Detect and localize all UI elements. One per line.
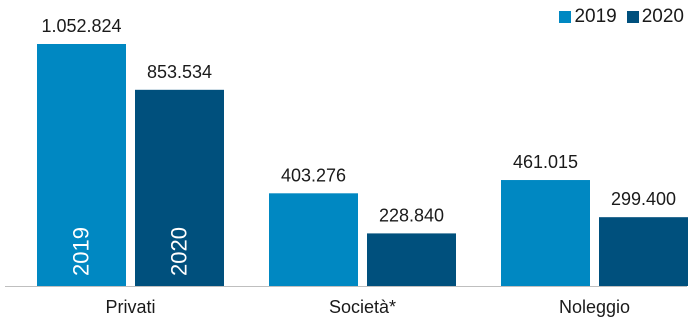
- legend-item-2020: 2020: [626, 6, 684, 28]
- bar-inner-label-2019: 2019: [69, 227, 94, 276]
- legend-label-2019: 2019: [574, 6, 617, 27]
- value-label-2019-0: 1.052.824: [41, 16, 121, 36]
- bar-2020-1: [367, 233, 456, 286]
- category-label-1: Società*: [329, 297, 396, 317]
- legend-swatch-2020: [626, 11, 639, 23]
- bar-2019-0: [37, 44, 126, 286]
- category-label-0: Privati: [105, 297, 155, 317]
- bar-2019-1: [269, 193, 358, 286]
- value-label-2019-1: 403.276: [281, 165, 346, 185]
- value-label-2020-2: 299.400: [611, 189, 676, 209]
- bar-2020-2: [599, 217, 688, 286]
- value-label-2019-2: 461.015: [513, 152, 578, 172]
- category-label-2: Noleggio: [559, 297, 630, 317]
- legend-item-2019: 2019: [559, 6, 617, 28]
- value-label-2020-0: 853.534: [147, 62, 212, 82]
- bar-2020-0: [135, 89, 224, 286]
- bar-inner-label-2020: 2020: [167, 227, 192, 276]
- legend-swatch-2019: [559, 11, 572, 23]
- bar-2019-2: [501, 180, 590, 286]
- value-label-2020-1: 228.840: [379, 205, 444, 225]
- chart-legend: 2019 2020: [559, 6, 684, 28]
- legend-label-2020: 2020: [641, 6, 684, 27]
